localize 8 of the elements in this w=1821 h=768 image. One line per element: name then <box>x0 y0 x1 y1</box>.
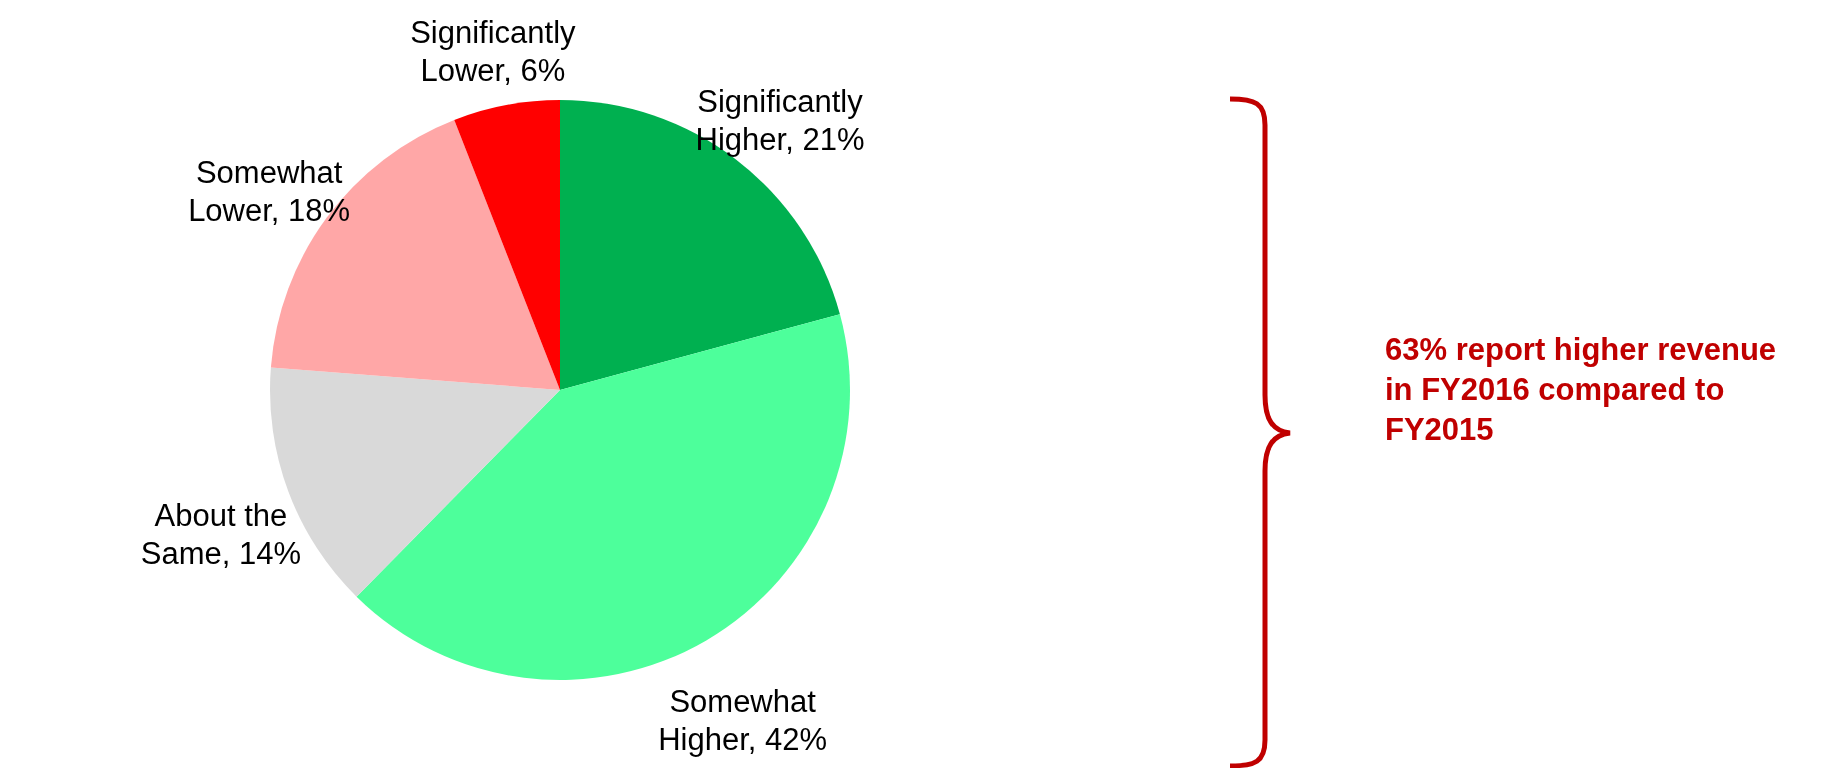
slice-label: Significantly Lower, 6% <box>410 15 577 89</box>
pie-slice <box>454 100 560 390</box>
pie-slice <box>356 314 850 680</box>
slice-label: Significantly Higher, 21% <box>695 83 865 157</box>
slice-label: About the Same, 14% <box>140 497 302 571</box>
slice-label: Somewhat Higher, 42% <box>658 683 828 757</box>
text: 63% report higher revenue in FY2016 compared to FY2015 <box>1385 331 1778 449</box>
slice-label: Somewhat Lower, 18% <box>188 155 351 229</box>
